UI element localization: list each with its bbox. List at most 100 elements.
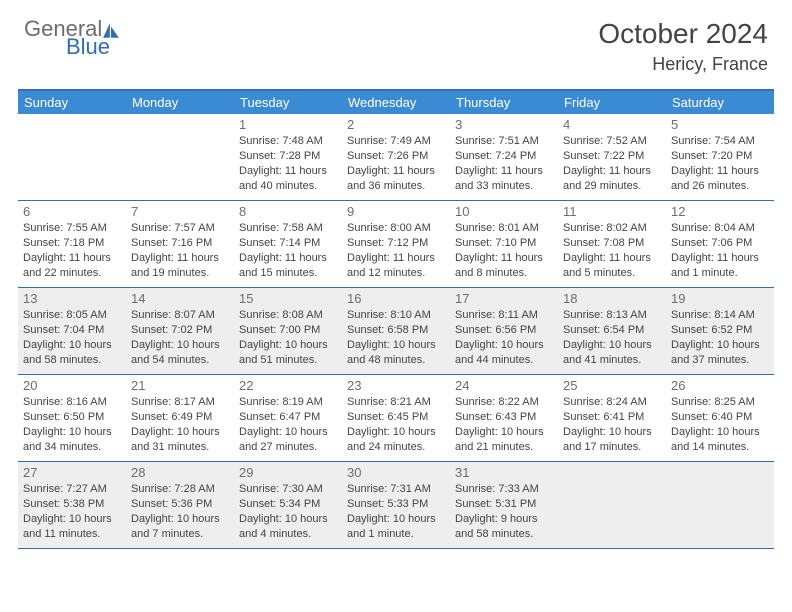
title-block: October 2024 Hericy, France (598, 18, 768, 75)
sunrise-text: Sunrise: 7:57 AM (131, 221, 229, 236)
sunset-text: Sunset: 7:04 PM (23, 323, 121, 338)
sunset-text: Sunset: 5:38 PM (23, 497, 121, 512)
month-title: October 2024 (598, 18, 768, 50)
sunset-text: Sunset: 6:56 PM (455, 323, 553, 338)
day-cell: 9Sunrise: 8:00 AMSunset: 7:12 PMDaylight… (342, 201, 450, 287)
day-number: 25 (563, 378, 661, 393)
sunset-text: Sunset: 5:33 PM (347, 497, 445, 512)
sunrise-text: Sunrise: 8:21 AM (347, 395, 445, 410)
sunset-text: Sunset: 7:12 PM (347, 236, 445, 251)
day-cell (18, 114, 126, 200)
sunset-text: Sunset: 7:18 PM (23, 236, 121, 251)
daylight-text: Daylight: 11 hours and 12 minutes. (347, 251, 445, 281)
dow-friday: Friday (558, 91, 666, 114)
week-row: 1Sunrise: 7:48 AMSunset: 7:28 PMDaylight… (18, 114, 774, 201)
day-number: 6 (23, 204, 121, 219)
sunrise-text: Sunrise: 8:04 AM (671, 221, 769, 236)
daylight-text: Daylight: 10 hours and 58 minutes. (23, 338, 121, 368)
sunrise-text: Sunrise: 7:30 AM (239, 482, 337, 497)
dow-saturday: Saturday (666, 91, 774, 114)
sunset-text: Sunset: 5:31 PM (455, 497, 553, 512)
day-number: 17 (455, 291, 553, 306)
daylight-text: Daylight: 10 hours and 37 minutes. (671, 338, 769, 368)
daylight-text: Daylight: 10 hours and 34 minutes. (23, 425, 121, 455)
sunrise-text: Sunrise: 8:14 AM (671, 308, 769, 323)
day-cell (666, 462, 774, 548)
logo-text-blue: Blue (66, 36, 120, 58)
day-cell: 17Sunrise: 8:11 AMSunset: 6:56 PMDayligh… (450, 288, 558, 374)
logo: GeneralBlue (24, 18, 120, 58)
daylight-text: Daylight: 10 hours and 24 minutes. (347, 425, 445, 455)
sunset-text: Sunset: 6:43 PM (455, 410, 553, 425)
day-number: 9 (347, 204, 445, 219)
sunrise-text: Sunrise: 7:49 AM (347, 134, 445, 149)
sunset-text: Sunset: 7:16 PM (131, 236, 229, 251)
daylight-text: Daylight: 10 hours and 21 minutes. (455, 425, 553, 455)
day-cell: 31Sunrise: 7:33 AMSunset: 5:31 PMDayligh… (450, 462, 558, 548)
day-number: 20 (23, 378, 121, 393)
sunrise-text: Sunrise: 8:19 AM (239, 395, 337, 410)
sunrise-text: Sunrise: 7:58 AM (239, 221, 337, 236)
sunrise-text: Sunrise: 8:11 AM (455, 308, 553, 323)
sunrise-text: Sunrise: 8:10 AM (347, 308, 445, 323)
sunset-text: Sunset: 7:02 PM (131, 323, 229, 338)
daylight-text: Daylight: 10 hours and 41 minutes. (563, 338, 661, 368)
day-cell: 24Sunrise: 8:22 AMSunset: 6:43 PMDayligh… (450, 375, 558, 461)
day-cell: 13Sunrise: 8:05 AMSunset: 7:04 PMDayligh… (18, 288, 126, 374)
daylight-text: Daylight: 10 hours and 54 minutes. (131, 338, 229, 368)
sunrise-text: Sunrise: 7:51 AM (455, 134, 553, 149)
daylight-text: Daylight: 10 hours and 17 minutes. (563, 425, 661, 455)
day-cell (126, 114, 234, 200)
day-cell: 8Sunrise: 7:58 AMSunset: 7:14 PMDaylight… (234, 201, 342, 287)
day-cell: 10Sunrise: 8:01 AMSunset: 7:10 PMDayligh… (450, 201, 558, 287)
location: Hericy, France (598, 54, 768, 75)
day-number: 27 (23, 465, 121, 480)
day-cell: 23Sunrise: 8:21 AMSunset: 6:45 PMDayligh… (342, 375, 450, 461)
daylight-text: Daylight: 11 hours and 15 minutes. (239, 251, 337, 281)
day-cell: 22Sunrise: 8:19 AMSunset: 6:47 PMDayligh… (234, 375, 342, 461)
sunset-text: Sunset: 6:45 PM (347, 410, 445, 425)
sunrise-text: Sunrise: 7:48 AM (239, 134, 337, 149)
day-number: 18 (563, 291, 661, 306)
day-cell: 28Sunrise: 7:28 AMSunset: 5:36 PMDayligh… (126, 462, 234, 548)
sunrise-text: Sunrise: 7:54 AM (671, 134, 769, 149)
day-cell: 1Sunrise: 7:48 AMSunset: 7:28 PMDaylight… (234, 114, 342, 200)
sunset-text: Sunset: 7:24 PM (455, 149, 553, 164)
day-cell: 7Sunrise: 7:57 AMSunset: 7:16 PMDaylight… (126, 201, 234, 287)
day-cell: 6 Sunrise: 7:55 AMSunset: 7:18 PMDaylight… (18, 201, 126, 287)
day-cell (558, 462, 666, 548)
daylight-text: Daylight: 11 hours and 8 minutes. (455, 251, 553, 281)
sunrise-text: Sunrise: 8:05 AM (23, 308, 121, 323)
day-number: 8 (239, 204, 337, 219)
day-number: 19 (671, 291, 769, 306)
day-cell: 21Sunrise: 8:17 AMSunset: 6:49 PMDayligh… (126, 375, 234, 461)
day-number: 31 (455, 465, 553, 480)
sunrise-text: Sunrise: 8:13 AM (563, 308, 661, 323)
weeks-container: 1Sunrise: 7:48 AMSunset: 7:28 PMDaylight… (18, 114, 774, 549)
daylight-text: Daylight: 11 hours and 5 minutes. (563, 251, 661, 281)
daylight-text: Daylight: 10 hours and 31 minutes. (131, 425, 229, 455)
day-cell: 19Sunrise: 8:14 AMSunset: 6:52 PMDayligh… (666, 288, 774, 374)
daylight-text: Daylight: 10 hours and 48 minutes. (347, 338, 445, 368)
sunrise-text: Sunrise: 8:24 AM (563, 395, 661, 410)
day-cell: 29 Sunrise: 7:30 AMSunset: 5:34 PMDayligh… (234, 462, 342, 548)
day-cell: 12Sunrise: 8:04 AMSunset: 7:06 PMDayligh… (666, 201, 774, 287)
daylight-text: Daylight: 10 hours and 4 minutes. (239, 512, 337, 542)
day-number: 26 (671, 378, 769, 393)
day-cell: 5Sunrise: 7:54 AMSunset: 7:20 PMDaylight… (666, 114, 774, 200)
sunrise-text: Sunrise: 7:55 AM (23, 221, 121, 236)
sunrise-text: Sunrise: 8:07 AM (131, 308, 229, 323)
sunset-text: Sunset: 5:34 PM (239, 497, 337, 512)
day-cell: 16Sunrise: 8:10 AMSunset: 6:58 PMDayligh… (342, 288, 450, 374)
day-cell: 27Sunrise: 7:27 AMSunset: 5:38 PMDayligh… (18, 462, 126, 548)
day-number: 29 (239, 465, 337, 480)
sunrise-text: Sunrise: 8:01 AM (455, 221, 553, 236)
header: GeneralBlue October 2024 Hericy, France (0, 0, 792, 79)
day-number: 11 (563, 204, 661, 219)
day-number: 3 (455, 117, 553, 132)
daylight-text: Daylight: 11 hours and 22 minutes. (23, 251, 121, 281)
day-cell: 4Sunrise: 7:52 AMSunset: 7:22 PMDaylight… (558, 114, 666, 200)
day-cell: 11Sunrise: 8:02 AMSunset: 7:08 PMDayligh… (558, 201, 666, 287)
week-row: 6Sunrise: 7:55 AMSunset: 7:18 PMDaylight… (18, 201, 774, 288)
sunset-text: Sunset: 6:40 PM (671, 410, 769, 425)
